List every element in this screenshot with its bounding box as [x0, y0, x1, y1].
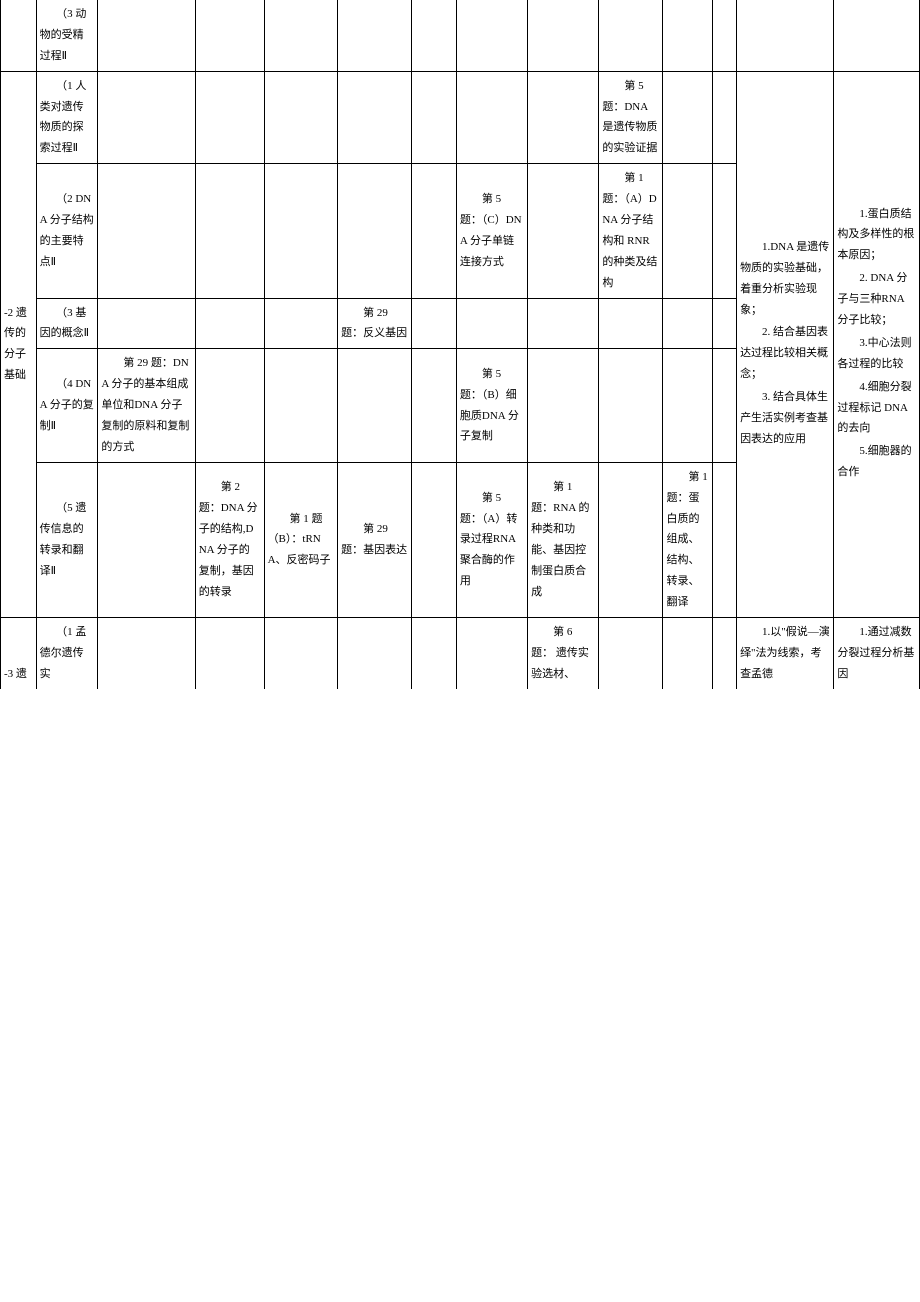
cell — [98, 0, 195, 71]
cell-topic: （2 DNA 分子结构的主要特点Ⅱ — [36, 164, 98, 298]
cell — [411, 0, 456, 71]
cell — [456, 0, 527, 71]
cell — [599, 618, 663, 689]
cell: 第 5 题：（C）DNA 分子单链连接方式 — [456, 164, 527, 298]
cell — [98, 71, 195, 164]
cell: 第 5 题：（A）转录过程RNA 聚合酶的作用 — [456, 462, 527, 617]
cell — [713, 298, 737, 349]
table-row: （3 动物的受精过程Ⅱ — [1, 0, 920, 71]
cell — [713, 349, 737, 462]
cell — [528, 349, 599, 462]
cell — [737, 0, 834, 71]
cell — [713, 71, 737, 164]
cell — [264, 0, 338, 71]
cell — [663, 164, 713, 298]
cell — [599, 0, 663, 71]
cell — [195, 71, 264, 164]
cell — [338, 0, 412, 71]
cell-topic: （1 人类对遗传物质的探索过程Ⅱ — [36, 71, 98, 164]
cell — [411, 349, 456, 462]
cell — [98, 462, 195, 617]
cell-topic: （3 动物的受精过程Ⅱ — [36, 0, 98, 71]
cell — [338, 349, 412, 462]
cell: 第 2 题：DNA 分子的结构,DNA 分子的复制，基因的转录 — [195, 462, 264, 617]
cell: 第 6 题： 遗传实验选材、 — [528, 618, 599, 689]
cell — [411, 164, 456, 298]
cell — [411, 298, 456, 349]
cell: 第 5 题：DNA 是遗传物质的实验证据 — [599, 71, 663, 164]
summary-para: 3. 结合具体生产生活实例考查基因表达的应用 — [740, 387, 830, 450]
cell — [663, 0, 713, 71]
cell — [834, 0, 920, 71]
cell — [663, 298, 713, 349]
table-row: -2 遗传的分子基础 （1 人类对遗传物质的探索过程Ⅱ 第 5 题：DNA 是遗… — [1, 71, 920, 164]
cell — [98, 164, 195, 298]
cell-notes: 1.蛋白质结构及多样性的根本原因； 2. DNA 分子与三种RNA 分子比较； … — [834, 71, 920, 617]
cell-section-header: -3 遗 — [1, 618, 37, 689]
cell — [411, 462, 456, 617]
cell — [195, 298, 264, 349]
cell — [411, 71, 456, 164]
cell — [98, 298, 195, 349]
cell — [528, 164, 599, 298]
summary-para: 1.DNA 是遗传物质的实验基础，着重分析实验现象； — [740, 237, 830, 321]
cell-topic: （3 基因的概念Ⅱ — [36, 298, 98, 349]
cell — [195, 164, 264, 298]
cell: 第 5 题：（B）细胞质DNA 分子复制 — [456, 349, 527, 462]
notes-para: 2. DNA 分子与三种RNA 分子比较； — [837, 268, 916, 331]
cell — [713, 618, 737, 689]
cell — [599, 298, 663, 349]
cell — [663, 618, 713, 689]
notes-para: 5.细胞器的合作 — [837, 441, 916, 483]
cell: 第 29 题：基因表达 — [338, 462, 412, 617]
cell: 第 1 题：RNA 的种类和功能、基因控制蛋白质合成 — [528, 462, 599, 617]
cell-summary: 1.以"假说—演绎"法为线索，考查孟德 — [737, 618, 834, 689]
cell — [663, 71, 713, 164]
cell — [713, 164, 737, 298]
cell — [663, 349, 713, 462]
cell — [264, 618, 338, 689]
cell — [599, 349, 663, 462]
cell — [528, 0, 599, 71]
main-table: （3 动物的受精过程Ⅱ -2 遗传的分子基础 （1 人类对遗传物质的探索过程Ⅱ — [0, 0, 920, 689]
cell-summary: 1.DNA 是遗传物质的实验基础，着重分析实验现象； 2. 结合基因表达过程比较… — [737, 71, 834, 617]
cell: 第 1 题（B）：tRNA、反密码子 — [264, 462, 338, 617]
cell-section-header — [1, 0, 37, 71]
cell — [264, 298, 338, 349]
cell-topic: （1 孟德尔遗传实 — [36, 618, 98, 689]
cell — [338, 618, 412, 689]
cell: 第 1 题：（A）DNA 分子结构和 RNR 的种类及结构 — [599, 164, 663, 298]
cell — [456, 71, 527, 164]
cell-topic: （4 DNA 分子的复制Ⅱ — [36, 349, 98, 462]
cell-section-header: -2 遗传的分子基础 — [1, 71, 37, 617]
notes-para: 4.细胞分裂过程标记 DNA 的去向 — [837, 377, 916, 440]
cell — [195, 618, 264, 689]
cell — [599, 462, 663, 617]
cell — [195, 349, 264, 462]
cell — [713, 462, 737, 617]
cell — [98, 618, 195, 689]
notes-para: 1.蛋白质结构及多样性的根本原因； — [837, 204, 916, 267]
notes-para: 3.中心法则各过程的比较 — [837, 333, 916, 375]
cell — [713, 0, 737, 71]
cell — [264, 71, 338, 164]
cell — [456, 298, 527, 349]
cell — [195, 0, 264, 71]
cell — [264, 349, 338, 462]
cell — [264, 164, 338, 298]
cell — [411, 618, 456, 689]
table-row: -3 遗 （1 孟德尔遗传实 第 6 题： 遗传实验选材、 1.以"假说—演绎"… — [1, 618, 920, 689]
cell: 第 29 题：反义基因 — [338, 298, 412, 349]
cell: 第 1 题：蛋白质的组成、结构、转录、翻译 — [663, 462, 713, 617]
cell — [338, 164, 412, 298]
summary-para: 2. 结合基因表达过程比较相关概念； — [740, 322, 830, 385]
cell-notes: 1.通过减数分裂过程分析基因 — [834, 618, 920, 689]
cell-topic: （5 遗传信息的转录和翻译Ⅱ — [36, 462, 98, 617]
cell: 第 29 题：DNA 分子的基本组成单位和DNA 分子复制的原料和复制的方式 — [98, 349, 195, 462]
cell — [528, 298, 599, 349]
cell — [456, 618, 527, 689]
cell — [528, 71, 599, 164]
cell — [338, 71, 412, 164]
